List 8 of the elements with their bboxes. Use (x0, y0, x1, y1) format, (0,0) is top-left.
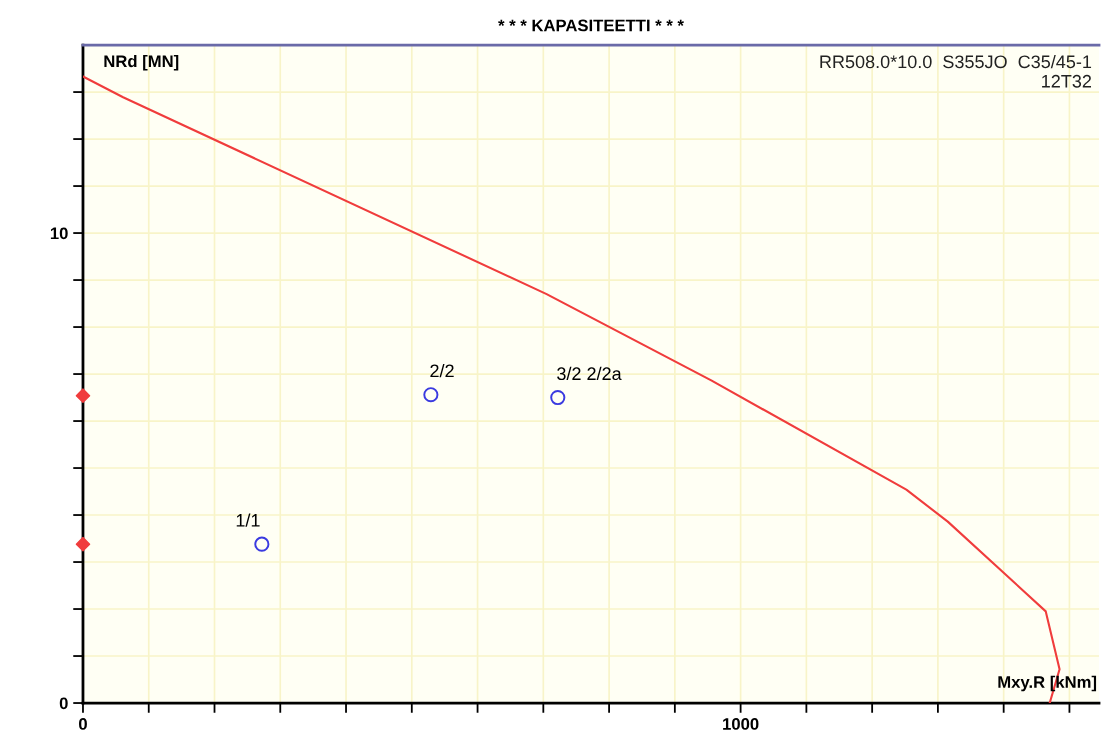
annotation: 3/2 2/2a (557, 366, 622, 381)
annotation: RR508.0*10.0 S355JO C35/45-1 12T32 (820, 54, 1092, 88)
y-tick-label: 10 (50, 227, 68, 240)
chart-title: * * * KAPASITEETTI * * * (498, 19, 684, 32)
annotation: 2/2 (430, 364, 454, 378)
y-axis-title: NRd [MN] (104, 54, 179, 71)
x-tick-label: 1000 (723, 718, 759, 730)
annotation: 1/1 (236, 513, 260, 527)
